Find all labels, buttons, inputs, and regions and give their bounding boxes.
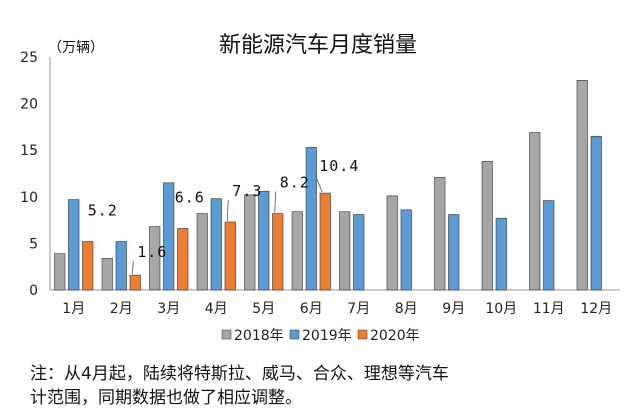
- data-label-leader: [226, 199, 229, 221]
- footnote-line-2: 计范围，同期数据也做了相应调整。: [30, 388, 302, 408]
- bar-2018年-3月: [149, 226, 161, 291]
- x-tick-label: 12月: [580, 301, 612, 317]
- bar-2019年-9月: [448, 214, 460, 291]
- y-tick-label: 10: [20, 190, 38, 206]
- legend-label: 2019年: [302, 328, 352, 344]
- x-tick-label: 3月: [157, 301, 180, 317]
- bar-2019年-6月: [305, 147, 317, 291]
- bar-2018年-9月: [434, 176, 446, 291]
- y-tick-label: 5: [29, 236, 38, 252]
- bar-2019年-10月: [495, 217, 507, 291]
- bar-2020年-1月: [82, 241, 94, 291]
- x-tick-label: 2月: [110, 301, 133, 317]
- x-tick-label: 10月: [485, 301, 517, 317]
- y-tick-label: 25: [20, 50, 38, 66]
- x-tick-label: 4月: [205, 301, 228, 317]
- bar-2018年-12月: [576, 80, 588, 291]
- footnote-line-1: 注：从4月起，陆续将特斯拉、威马、合众、理想等汽车: [30, 364, 449, 384]
- x-tick-label: 7月: [347, 301, 370, 317]
- data-label-2020: 8.2: [280, 174, 310, 192]
- data-label-leader: [314, 174, 323, 193]
- data-label-leader: [274, 191, 277, 213]
- bar-2019年-8月: [400, 209, 412, 291]
- bar-2019年-5月: [258, 190, 270, 291]
- y-tick-label: 0: [29, 283, 38, 299]
- x-tick-label: 1月: [62, 301, 85, 317]
- x-tick-label: 8月: [395, 301, 418, 317]
- bar-2018年-5月: [244, 194, 256, 291]
- legend-swatch-2018年: [221, 329, 232, 340]
- y-tick-label: 20: [20, 97, 38, 113]
- x-tick-label: 5月: [252, 301, 275, 317]
- bar-2019年-12月: [590, 135, 602, 291]
- bar-2018年-7月: [339, 211, 351, 291]
- bar-2020年-5月: [272, 213, 284, 291]
- y-axis-label: （万辆）: [48, 40, 104, 56]
- legend-swatch-2019年: [289, 329, 300, 340]
- bar-2019年-7月: [353, 214, 365, 291]
- data-label-2020: 6.6: [175, 188, 205, 206]
- data-label-2020: 10.4: [319, 157, 359, 175]
- data-label-leader: [131, 261, 134, 275]
- bar-2020年-3月: [177, 228, 189, 291]
- legend-label: 2018年: [234, 328, 284, 344]
- bar-2018年-10月: [481, 161, 493, 291]
- x-tick-label: 9月: [442, 301, 465, 317]
- bar-2020年-6月: [319, 192, 331, 291]
- x-tick-label: 6月: [300, 301, 323, 317]
- monthly-sales-chart: 新能源汽车月度销量 （万辆） 0 5 10 15 20 25 1月 2月 3月 4月 5月 6月 7月 8月 9…: [20, 33, 620, 344]
- bar-2018年-4月: [196, 213, 208, 291]
- bar-2018年-2月: [101, 258, 113, 291]
- bar-2018年-8月: [386, 195, 398, 291]
- legend-label: 2020年: [370, 328, 420, 344]
- data-label-2020: 7.3: [232, 182, 262, 200]
- legend-swatch-2020年: [357, 329, 368, 340]
- x-tick-label: 11月: [533, 301, 565, 317]
- bar-2019年-2月: [115, 241, 127, 291]
- chart-title: 新能源汽车月度销量: [219, 33, 417, 58]
- bar-2020年-4月: [224, 221, 236, 291]
- bar-2019年-4月: [210, 198, 222, 291]
- bar-2018年-1月: [54, 253, 66, 291]
- bar-2019年-3月: [163, 182, 175, 291]
- bar-2020年-2月: [129, 274, 141, 291]
- data-label-2020: 5.2: [88, 202, 118, 220]
- footnote: 注：从4月起，陆续将特斯拉、威马、合众、理想等汽车 计范围，同期数据也做了相应调…: [30, 362, 550, 410]
- bar-2019年-1月: [68, 199, 80, 291]
- data-label-2020: 1.6: [137, 243, 167, 261]
- bar-2018年-6月: [291, 211, 303, 291]
- bar-2018年-11月: [529, 132, 541, 291]
- bar-2019年-11月: [543, 200, 555, 291]
- y-tick-label: 15: [20, 143, 38, 159]
